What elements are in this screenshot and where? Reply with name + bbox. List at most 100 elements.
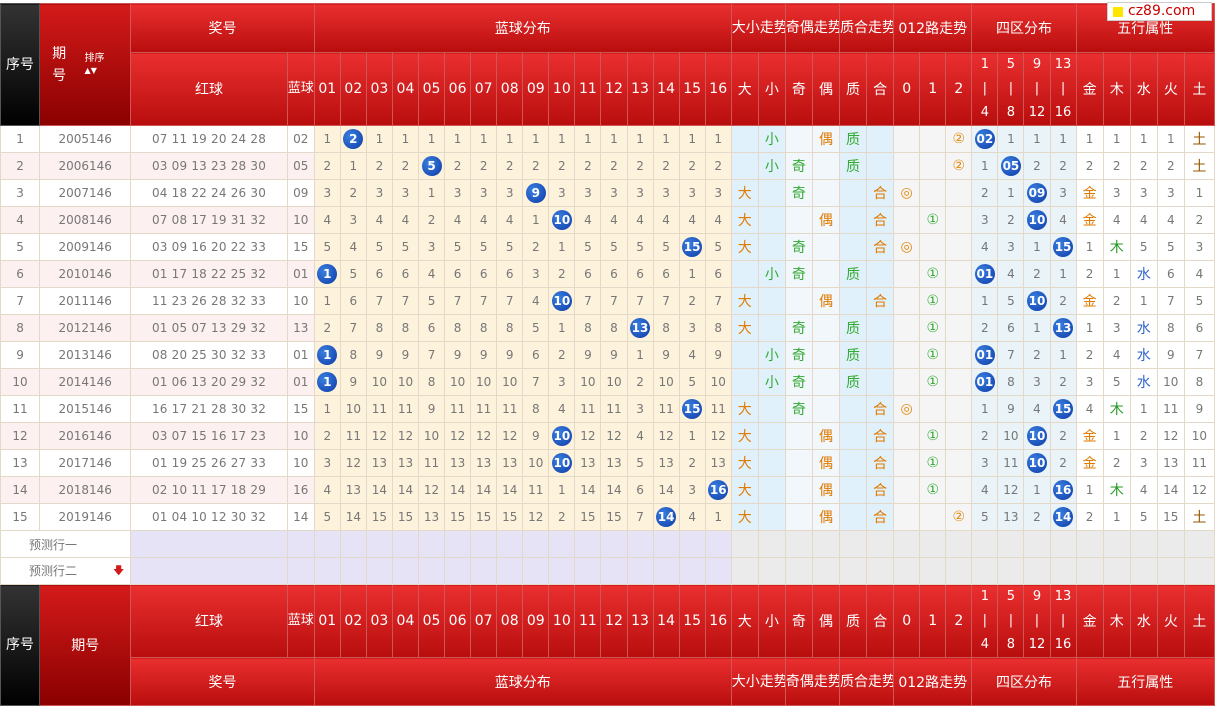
predict-cell[interactable] [678, 557, 706, 585]
brand-logo[interactable]: cz89.com [1107, 2, 1212, 21]
five-cell: 土 [1183, 503, 1215, 531]
predict-cell[interactable] [730, 557, 759, 585]
predict-cell[interactable] [1156, 557, 1185, 585]
predict-cell[interactable] [444, 530, 472, 558]
bs-cell: 小 [757, 341, 786, 369]
five-cell: 5 [1102, 368, 1131, 396]
predict-label-cell[interactable]: 预测行一 [0, 530, 132, 558]
five-mark: 水 [1136, 375, 1151, 391]
predict-cell[interactable] [919, 557, 947, 585]
predict-cell[interactable] [838, 557, 868, 585]
predict-row[interactable]: 预测行一 [0, 530, 1215, 558]
predict-cell[interactable] [1075, 530, 1104, 558]
predict-cell[interactable] [704, 530, 732, 558]
predict-cell[interactable] [313, 557, 341, 585]
predict-cell[interactable] [704, 557, 732, 585]
predict-cell[interactable] [1049, 530, 1077, 558]
predict-cell[interactable] [496, 557, 524, 585]
sort-arrows-icon: ▲▼ [84, 65, 97, 75]
predict-cell[interactable] [1183, 557, 1215, 585]
predict-cell[interactable] [838, 530, 868, 558]
row-index: 1 [0, 125, 41, 153]
predict-cell[interactable] [866, 557, 895, 585]
oe-cell: 奇 [784, 395, 813, 423]
five-cell: 1 [1075, 125, 1104, 153]
blue-dist-cell: 2 [574, 152, 602, 180]
arrow-down-icon[interactable]: 🡇 [113, 563, 125, 577]
predict-cell[interactable] [339, 557, 367, 585]
predict-cell[interactable] [600, 557, 628, 585]
zone-cell: 10 [1023, 422, 1051, 450]
predict-cell[interactable] [548, 557, 576, 585]
predict-cell[interactable] [919, 530, 947, 558]
predict-cell[interactable] [945, 530, 973, 558]
predict-row[interactable]: 预测行二 🡇 [0, 557, 1215, 585]
predict-cell[interactable] [313, 530, 341, 558]
zone-cell: 1 [997, 125, 1025, 153]
predict-cell[interactable] [1156, 530, 1185, 558]
predict-cell[interactable] [784, 530, 813, 558]
zone-cell: 10 [1023, 287, 1051, 315]
predict-cell[interactable] [444, 557, 472, 585]
predict-cell[interactable] [1102, 530, 1131, 558]
predict-cell[interactable] [784, 557, 813, 585]
predict-cell[interactable] [496, 530, 524, 558]
period-header[interactable]: 期号 排序 ▲▼ [39, 3, 132, 126]
predict-cell[interactable] [130, 530, 288, 558]
predict-cell[interactable] [945, 557, 973, 585]
predict-cell[interactable] [652, 530, 680, 558]
predict-cell[interactable] [130, 557, 288, 585]
blue-dist-cell: 2 [548, 152, 576, 180]
zone-cell: 2 [1023, 260, 1051, 288]
predict-cell[interactable] [1183, 530, 1215, 558]
predict-cell[interactable] [470, 557, 498, 585]
predict-cell[interactable] [365, 530, 393, 558]
predict-cell[interactable] [600, 530, 628, 558]
predict-cell[interactable] [339, 530, 367, 558]
predict-cell[interactable] [652, 557, 680, 585]
zone-hit-ball: 15 [1053, 237, 1074, 257]
predict-cell[interactable] [1129, 530, 1158, 558]
predict-cell[interactable] [1023, 557, 1051, 585]
predict-cell[interactable] [757, 530, 786, 558]
predict-cell[interactable] [1102, 557, 1131, 585]
predict-cell[interactable] [365, 557, 393, 585]
zone-cell: 4 [1023, 395, 1051, 423]
zone-cell: 8 [997, 368, 1025, 396]
predict-cell[interactable] [811, 557, 841, 585]
sort-button[interactable]: 排序 ▲▼ [85, 53, 105, 77]
predict-cell[interactable] [997, 530, 1025, 558]
predict-cell[interactable] [286, 557, 315, 585]
predict-cell[interactable] [626, 530, 654, 558]
predict-cell[interactable] [417, 530, 446, 558]
predict-cell[interactable] [678, 530, 706, 558]
predict-cell[interactable] [1023, 530, 1051, 558]
predict-cell[interactable] [522, 557, 550, 585]
predict-cell[interactable] [548, 530, 576, 558]
predict-cell[interactable] [391, 530, 420, 558]
blue-dist-cell: 3 [626, 395, 654, 423]
predict-cell[interactable] [1049, 557, 1077, 585]
predict-cell[interactable] [574, 530, 602, 558]
predict-cell[interactable] [866, 530, 895, 558]
predict-cell[interactable] [893, 557, 921, 585]
blue-dist-cell: 5 [391, 233, 420, 261]
predict-cell[interactable] [417, 557, 446, 585]
predict-cell[interactable] [574, 557, 602, 585]
predict-cell[interactable] [626, 557, 654, 585]
predict-cell[interactable] [1075, 557, 1104, 585]
predict-cell[interactable] [997, 557, 1025, 585]
predict-cell[interactable] [286, 530, 315, 558]
predict-cell[interactable] [522, 530, 550, 558]
predict-cell[interactable] [470, 530, 498, 558]
predict-cell[interactable] [757, 557, 786, 585]
predict-cell[interactable] [730, 530, 759, 558]
predict-cell[interactable] [971, 530, 999, 558]
predict-cell[interactable] [971, 557, 999, 585]
predict-cell[interactable] [893, 530, 921, 558]
predict-label-cell[interactable]: 预测行二 🡇 [0, 557, 132, 585]
predict-cell[interactable] [811, 530, 841, 558]
row-red-balls: 01 06 13 20 29 32 [130, 368, 288, 396]
predict-cell[interactable] [391, 557, 420, 585]
predict-cell[interactable] [1129, 557, 1158, 585]
